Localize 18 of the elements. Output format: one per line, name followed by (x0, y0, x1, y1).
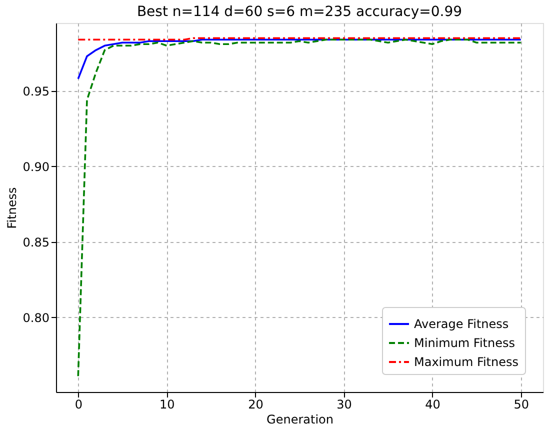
x-axis-title: Generation (266, 412, 334, 426)
chart-title: Best n=114 d=60 s=6 m=235 accuracy=0.99 (136, 4, 462, 20)
x-tick-label: 50 (514, 398, 530, 412)
legend-label: Average Fitness (414, 317, 509, 331)
x-tick-label: 20 (248, 398, 264, 412)
x-tick-label: 30 (336, 398, 352, 412)
legend-label: Minimum Fitness (414, 336, 515, 350)
x-tick-label: 10 (160, 398, 175, 412)
line-series (77, 38, 522, 378)
legend-label: Maximum Fitness (414, 355, 519, 369)
y-tick-label: 0.90 (22, 160, 50, 174)
line-series (77, 38, 522, 80)
x-tick-label: 0 (74, 398, 82, 412)
y-axis-title: Fitness (4, 187, 19, 229)
y-tick-label: 0.80 (22, 310, 50, 325)
y-tick-label: 0.95 (22, 84, 50, 98)
x-tick-label: 40 (425, 398, 440, 412)
y-tick-label: 0.85 (22, 235, 50, 250)
